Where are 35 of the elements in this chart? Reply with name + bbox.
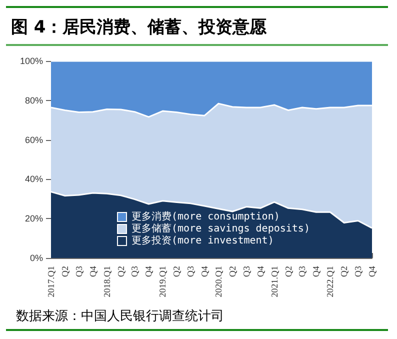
x-tick-label: Q3 — [297, 266, 308, 277]
x-tick-label: 2021.Q1 — [269, 266, 280, 298]
x-tick-label: Q3 — [130, 266, 140, 277]
x-tick-label: Q4 — [144, 266, 154, 277]
x-tick-label: Q2 — [227, 266, 238, 277]
legend-label: 更多消费(more consumption) — [132, 210, 280, 222]
x-tick-label: Q4 — [311, 266, 322, 277]
x-tick-label: Q4 — [367, 266, 377, 277]
x-tick-label: Q3 — [74, 266, 84, 277]
x-tick-label: Q4 — [88, 266, 98, 277]
x-tick-label: 2018.Q1 — [102, 266, 112, 298]
x-tick-label: Q3 — [186, 266, 196, 277]
x-tick-label: Q2 — [339, 266, 350, 277]
legend-label: 更多投资(more investment) — [132, 234, 274, 246]
x-tick-label: Q2 — [283, 266, 294, 277]
x-tick-label: 2017.Q1 — [46, 266, 56, 298]
x-tick-label: 2019.Q1 — [158, 266, 168, 298]
y-tick-label: 100% — [20, 56, 43, 66]
source-note: 数据来源：中国人民银行调查统计司 — [16, 309, 224, 324]
y-tick-label: 20% — [24, 214, 43, 224]
y-tick-label: 60% — [24, 134, 43, 145]
x-tick-label: Q4 — [255, 266, 266, 277]
legend-label: 更多储蓄(more savings deposits) — [132, 222, 310, 234]
y-tick-label: 0% — [30, 253, 43, 263]
y-tick-label: 80% — [24, 95, 43, 106]
x-tick-label: Q4 — [200, 266, 210, 277]
x-tick-label: 2020.Q1 — [213, 266, 224, 298]
chart-title: 图 4：居民消费、储蓄、投资意愿 — [11, 18, 268, 38]
x-tick-label: Q3 — [241, 266, 252, 277]
y-tick-label: 40% — [24, 174, 43, 184]
x-tick-label: Q2 — [116, 266, 126, 277]
x-tick-label: Q2 — [172, 266, 182, 277]
x-tick-label: Q2 — [60, 266, 70, 277]
x-tick-label: Q3 — [353, 266, 364, 277]
x-tick-label: 2022.Q1 — [325, 266, 336, 298]
